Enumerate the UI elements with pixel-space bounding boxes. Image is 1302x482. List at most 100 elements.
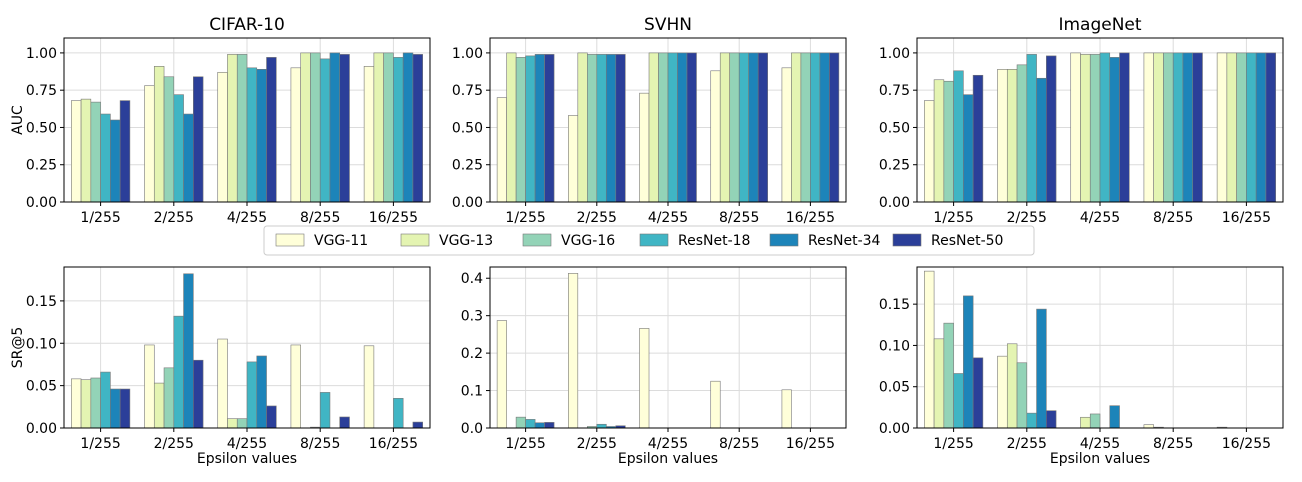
chart-title: ImageNet [1058,15,1141,35]
chart-panel-4: 0.00 0.05 0.10 0.15 1/255 2/255 4/255 8/255 16/2… [10,266,431,467]
x-tick-label: 8/255 [1153,210,1193,226]
bar-resnet-18-16-255 [810,52,821,203]
bar-vgg-16-8-255 [1163,52,1174,203]
legend-swatch [275,233,305,247]
bar-vgg-11-8-255 [710,70,721,203]
bar-vgg-16-1-255 [515,416,526,429]
bar-resnet-50-2-255 [1046,410,1057,429]
legend-entry-resnet-50: ResNet-50 [892,233,1003,249]
x-tick-label: 1/255 [80,436,120,452]
bar-vgg-11-16-255 [363,66,375,203]
x-tick-label: 16/255 [1222,210,1271,226]
x-tick-label: 16/255 [786,210,835,226]
bar-vgg-11-4-255 [217,338,228,429]
bar-resnet-18-2-255 [596,423,607,429]
x-tick-label: 16/255 [369,210,418,226]
bar-resnet-18-1-255 [100,113,111,203]
bar-resnet-18-8-255 [738,52,749,203]
bar-vgg-11-4-255 [639,328,650,429]
bar-resnet-34-2-255 [1036,308,1047,429]
bar-resnet-18-2-255 [1026,412,1037,429]
bar-vgg-13-1-255 [80,98,92,203]
x-tick-label: 2/255 [577,436,617,452]
y-tick-label: 0.05 [26,379,57,395]
bar-resnet-18-1-255 [525,419,536,429]
bar-vgg-11-8-255 [1143,52,1154,203]
bar-resnet-18-1-255 [525,55,536,203]
x-tick-label: 8/255 [719,436,759,452]
bar-vgg-13-4-255 [1080,416,1091,429]
bar-vgg-16-4-255 [236,418,248,429]
bar-vgg-16-8-255 [729,52,740,203]
x-tick-label: 2/255 [1007,210,1047,226]
bar-vgg-16-16-255 [383,52,394,203]
bar-resnet-34-1-255 [534,422,545,429]
y-tick-label: 0.75 [452,83,483,99]
bar-vgg-16-2-255 [163,367,175,429]
bar-resnet-34-2-255 [1036,77,1047,203]
bar-resnet-18-1-255 [100,371,111,429]
x-tick-label: 4/255 [1080,436,1120,452]
bar-vgg-16-16-255 [1236,52,1247,203]
legend-label: VGG-11 [314,233,368,249]
y-tick-label: 0.2 [461,346,483,362]
bar-resnet-34-8-255 [329,52,341,203]
y-tick-label: 0.00 [26,195,57,211]
bar-resnet-50-4-255 [686,52,697,203]
bar-resnet-50-1-255 [119,100,131,203]
bar-resnet-50-16-255 [412,54,423,203]
bar-resnet-50-1-255 [544,422,555,429]
bar-vgg-11-16-255 [781,389,792,429]
y-tick-label: 0.4 [461,271,483,287]
bar-resnet-18-16-255 [393,398,404,429]
bar-vgg-11-1-255 [71,100,82,203]
bar-vgg-11-2-255 [568,273,579,429]
bar-vgg-16-2-255 [587,54,598,203]
bar-vgg-11-1-255 [71,378,82,429]
bar-resnet-18-2-255 [173,315,184,429]
y-tick-label: 0.10 [879,338,910,354]
y-tick-label: 0.15 [26,294,57,310]
chart-panel-2: 0.00 0.25 0.50 0.75 1.00 1/255 2/255 4/255 8/255… [452,15,847,226]
legend-swatch [400,233,430,247]
bar-vgg-11-8-255 [710,380,721,429]
x-tick-label: 16/255 [1222,436,1271,452]
y-tick-label: 0.00 [879,421,910,437]
legend-label: VGG-13 [439,233,493,249]
bar-vgg-13-16-255 [373,52,384,203]
bar-vgg-16-4-255 [658,52,669,203]
legend-swatch [769,233,799,247]
bar-resnet-50-8-255 [339,416,350,429]
x-axis-label: Epsilon values [197,451,297,467]
bar-vgg-13-2-255 [577,52,588,203]
y-tick-label: 0.1 [461,384,483,400]
bar-vgg-13-2-255 [153,66,165,203]
bar-resnet-34-1-255 [963,94,974,203]
bar-resnet-50-8-255 [339,54,350,203]
bar-resnet-34-16-255 [402,52,414,203]
bar-resnet-50-2-255 [193,359,204,429]
bar-vgg-16-1-255 [90,101,101,203]
bar-vgg-13-4-255 [1080,54,1091,203]
bar-resnet-34-1-255 [534,54,545,203]
bar-vgg-11-2-255 [997,355,1008,429]
x-tick-label: 1/255 [505,436,545,452]
bar-resnet-18-4-255 [246,67,258,203]
bar-vgg-11-2-255 [144,85,155,203]
bar-resnet-50-16-255 [1265,52,1276,203]
bar-resnet-34-4-255 [256,69,267,203]
bar-vgg-13-4-255 [227,418,238,429]
bar-vgg-11-4-255 [217,71,228,203]
bar-vgg-11-1-255 [496,97,507,203]
bar-vgg-16-4-255 [1089,413,1101,429]
bar-vgg-11-4-255 [639,92,650,203]
x-tick-label: 1/255 [80,210,120,226]
bar-resnet-50-8-255 [757,52,768,203]
bar-resnet-18-2-255 [1026,54,1037,203]
bar-vgg-13-4-255 [648,52,659,203]
y-tick-label: 0.25 [452,158,483,174]
bar-vgg-11-8-255 [290,67,301,203]
bar-resnet-18-4-255 [1099,52,1111,203]
bar-vgg-13-1-255 [80,379,92,429]
